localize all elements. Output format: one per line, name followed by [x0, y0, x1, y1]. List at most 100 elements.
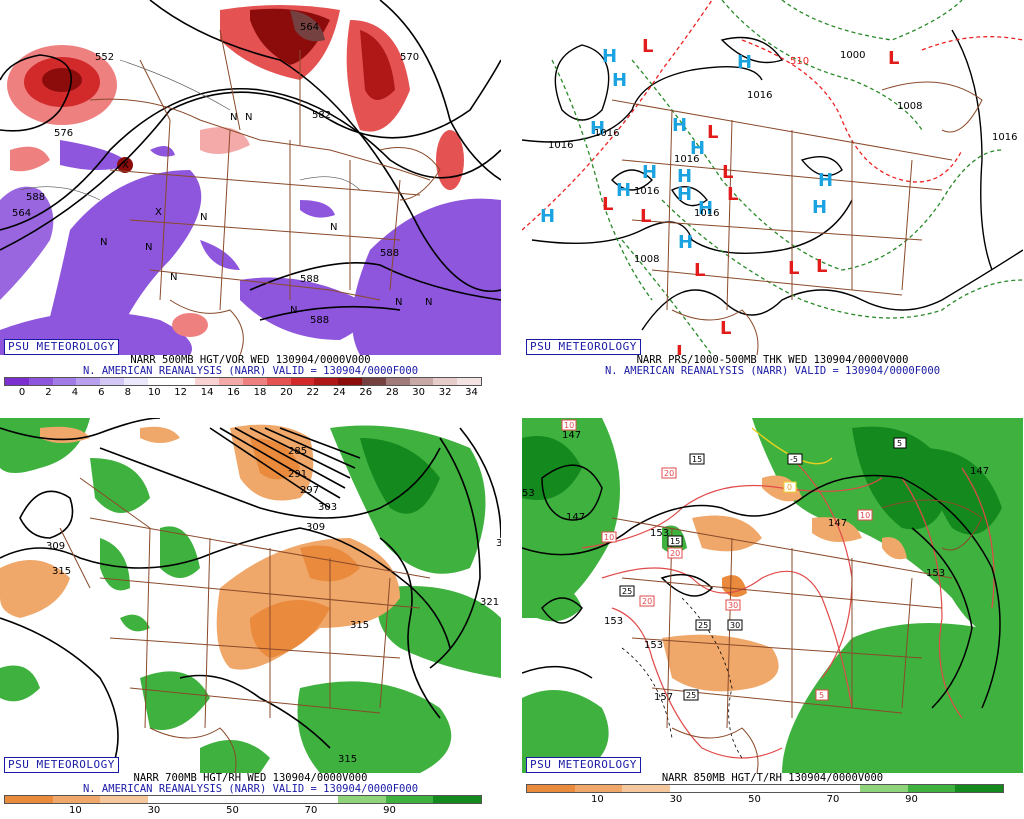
- colorbar-swatch: [409, 378, 434, 385]
- colorbar-tick-label: 20: [280, 387, 293, 398]
- colorbar-swatch: [28, 378, 53, 385]
- vort-min-symbol: N: [395, 297, 402, 308]
- temp-label-box: 15: [667, 535, 683, 547]
- low-pressure-symbol: L: [694, 260, 705, 281]
- height-contour-label: 157: [654, 692, 673, 703]
- isobar-label: 1016: [992, 132, 1017, 143]
- high-pressure-symbol: H: [590, 118, 605, 139]
- temp-label: 0: [787, 483, 792, 492]
- isobar-label: 1016: [634, 186, 659, 197]
- colorbar-swatch: [574, 785, 623, 792]
- high-pressure-symbol: H: [642, 162, 657, 183]
- contour-label: 570: [400, 52, 419, 63]
- isobar-label: 1008: [634, 254, 659, 265]
- vort-min-symbol: N: [245, 112, 252, 123]
- vorticity-colorbar: [4, 377, 482, 386]
- contour-label: 588: [310, 315, 329, 326]
- temp-label-box: 15: [689, 453, 705, 465]
- colorbar-tick-label: 28: [385, 387, 399, 398]
- low-pressure-symbol: L: [640, 206, 651, 227]
- colorbar-tick-label: 22: [306, 387, 320, 398]
- isobar-label: 1016: [694, 208, 719, 219]
- vort-min-symbol: N: [100, 237, 107, 248]
- colorbar-swatch: [5, 378, 29, 385]
- colorbar-swatch: [669, 785, 718, 792]
- colorbar-tick-label: 14: [200, 387, 214, 398]
- colorbar-tick-label: 30: [669, 794, 683, 805]
- thickness-label: 510: [790, 56, 809, 67]
- temp-label-box: 0: [783, 481, 797, 493]
- temp-label-box: -5: [787, 453, 803, 465]
- temp-label: 5: [897, 439, 902, 448]
- colorbar-swatch: [433, 796, 481, 803]
- colorbar-swatch: [907, 785, 956, 792]
- colorbar-swatch: [100, 378, 124, 385]
- contour-label: 588: [300, 274, 319, 285]
- isobar-label: 1016: [594, 128, 619, 139]
- height-contour-label: 147: [566, 512, 585, 523]
- temp-label-box: 30: [725, 599, 741, 611]
- panel-pressure-thickness: H H H H H H H H H H H H H H H L L L L: [522, 0, 1023, 401]
- temp-label-box: 5: [893, 437, 907, 449]
- colorbar-tick-label: 16: [227, 387, 240, 398]
- vort-max-symbol: X: [122, 160, 129, 171]
- high-pressure-symbol: H: [698, 198, 713, 219]
- colorbar-swatch: [955, 785, 1003, 792]
- isobar-label: 1016: [747, 90, 772, 101]
- colorbar-swatch: [5, 796, 53, 803]
- colorbar-swatch: [147, 796, 196, 803]
- colorbar-swatch: [764, 785, 813, 792]
- colorbar-tick-label: 34: [465, 387, 478, 398]
- temp-label-box: 30: [727, 619, 743, 631]
- high-pressure-symbol: H: [616, 180, 631, 201]
- panel-valid-time: N. AMERICAN REANALYSIS (NARR) VALID = 13…: [604, 365, 941, 377]
- vort-min-symbol: N: [230, 112, 237, 123]
- height-contour-label: 315: [52, 566, 71, 577]
- contour-label: 552: [95, 52, 114, 63]
- high-pressure-symbol: H: [690, 138, 705, 159]
- contour-label: 588: [380, 248, 399, 259]
- colorbar-tick-label: 70: [826, 794, 840, 805]
- colorbar-swatch: [195, 378, 220, 385]
- colorbar-swatch: [433, 378, 458, 385]
- rh-colorbar: [526, 784, 1004, 793]
- height-contour-label: 285: [288, 446, 307, 457]
- colorbar-tick-label: 26: [359, 387, 373, 398]
- height-contour-label: 315: [338, 754, 357, 765]
- colorbar-tick-label: 4: [71, 387, 79, 398]
- colorbar-swatch: [290, 796, 339, 803]
- vorticity-colorbar-ticks: 0 2 4 6 8 10 12 14 16 18 20 22 24 26 28 30 32 34: [4, 387, 480, 399]
- colorbar-swatch: [147, 378, 172, 385]
- high-pressure-symbol: H: [678, 232, 693, 253]
- height-contour-label: 309: [46, 541, 65, 552]
- temp-label: 20: [670, 549, 680, 558]
- temp-label-box: 20: [639, 595, 655, 607]
- psu-meteorology-badge: PSU METEOROLOGY: [4, 339, 119, 355]
- psu-meteorology-badge: PSU METEOROLOGY: [526, 339, 641, 355]
- height-contour-label: 3: [496, 538, 501, 549]
- colorbar-swatch: [242, 796, 291, 803]
- high-pressure-symbol: H: [812, 197, 827, 218]
- temp-label: -5: [790, 455, 798, 464]
- map-850mb: 147 147 153 153 153 147 147 153 53 157 1…: [522, 418, 1023, 773]
- temp-label: 25: [622, 587, 632, 596]
- low-pressure-symbol: L: [642, 36, 653, 57]
- low-pressure-symbol: L: [707, 122, 718, 143]
- colorbar-swatch: [860, 785, 908, 792]
- contour-label: 564: [300, 22, 319, 33]
- panel-700mb-rh: 285 291 297 303 309 309 315 315 321 315 …: [0, 418, 501, 819]
- temp-label-box: 5: [815, 689, 829, 701]
- high-pressure-symbol: H: [677, 184, 692, 205]
- height-contour-label: 321: [480, 597, 499, 608]
- vort-max-symbol: X: [155, 207, 162, 218]
- colorbar-tick-label: 30: [412, 387, 426, 398]
- colorbar-tick-label: 32: [438, 387, 452, 398]
- colorbar-swatch: [171, 378, 196, 385]
- temp-label-box: 10: [857, 509, 873, 521]
- vort-min-symbol: N: [200, 212, 207, 223]
- colorbar-tick-label: 2: [45, 387, 52, 398]
- colorbar-tick-label: 12: [174, 387, 188, 398]
- colorbar-swatch: [100, 796, 148, 803]
- colorbar-swatch: [266, 378, 291, 385]
- colorbar-swatch: [527, 785, 575, 792]
